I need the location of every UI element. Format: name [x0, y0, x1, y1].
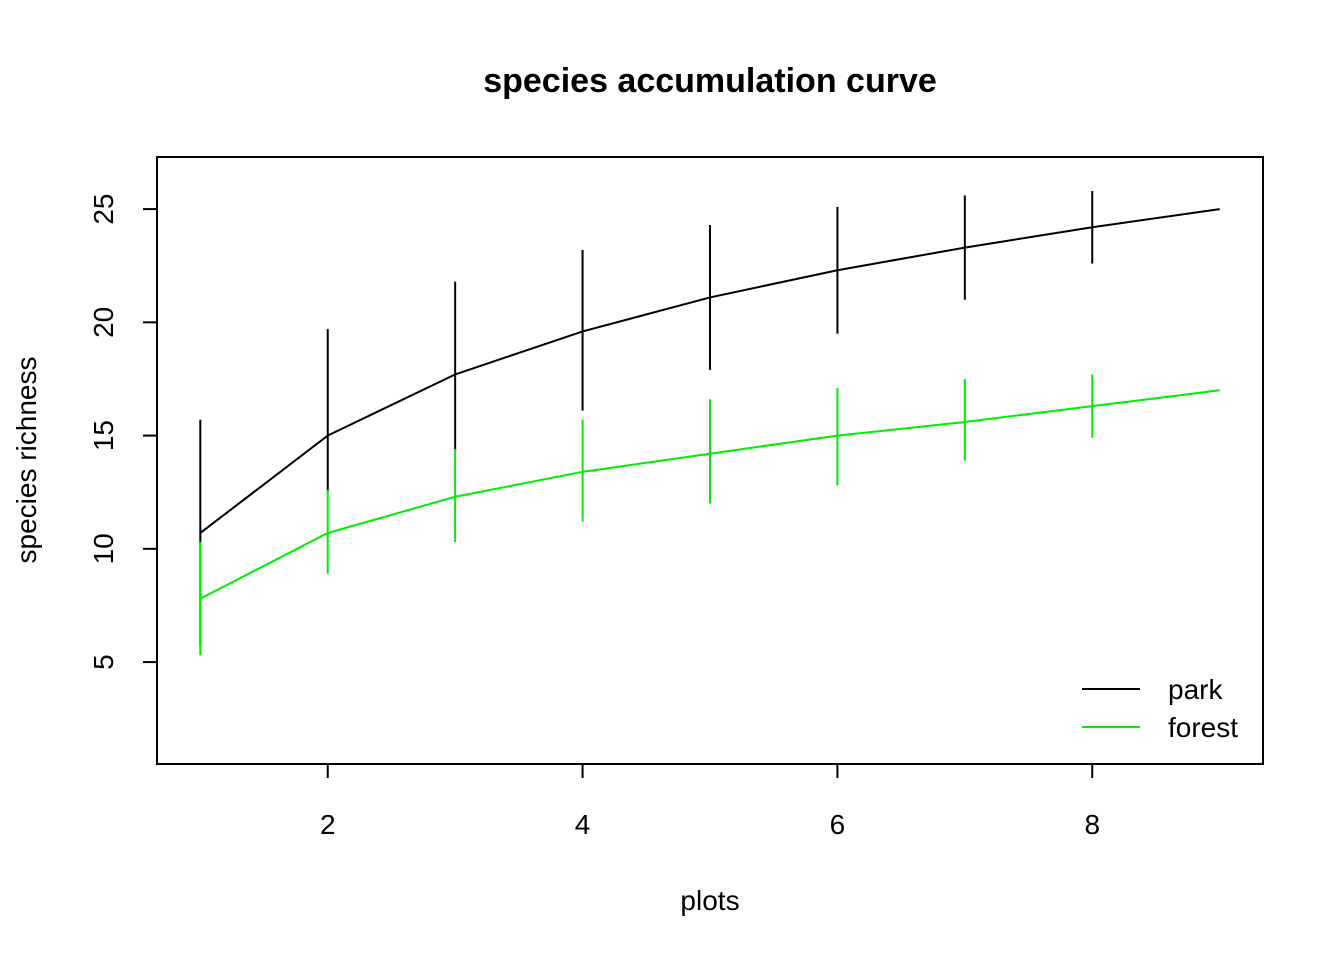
x-tick-label: 6	[830, 809, 846, 840]
x-axis-label: plots	[680, 885, 739, 916]
x-tick-label: 2	[320, 809, 336, 840]
series-layer	[199, 190, 1220, 656]
series-forest	[199, 374, 1220, 656]
y-axis-label: species richness	[11, 357, 42, 564]
y-axis: 5 10 15 20 25	[88, 194, 157, 670]
legend: park forest	[1082, 674, 1238, 743]
plot-frame	[156, 156, 1264, 765]
y-tick-label: 15	[88, 420, 119, 451]
y-tick-label: 10	[88, 533, 119, 564]
y-tick-label: 25	[88, 194, 119, 225]
y-tick-label: 20	[88, 307, 119, 338]
y-tick-label: 5	[88, 654, 119, 670]
series-park	[199, 190, 1220, 647]
chart-title: species accumulation curve	[483, 62, 937, 100]
legend-label-park: park	[1168, 674, 1223, 705]
legend-label-forest: forest	[1168, 712, 1238, 743]
x-axis: 2 4 6 8	[320, 764, 1100, 840]
x-tick-label: 4	[575, 809, 591, 840]
x-tick-label: 8	[1084, 809, 1100, 840]
